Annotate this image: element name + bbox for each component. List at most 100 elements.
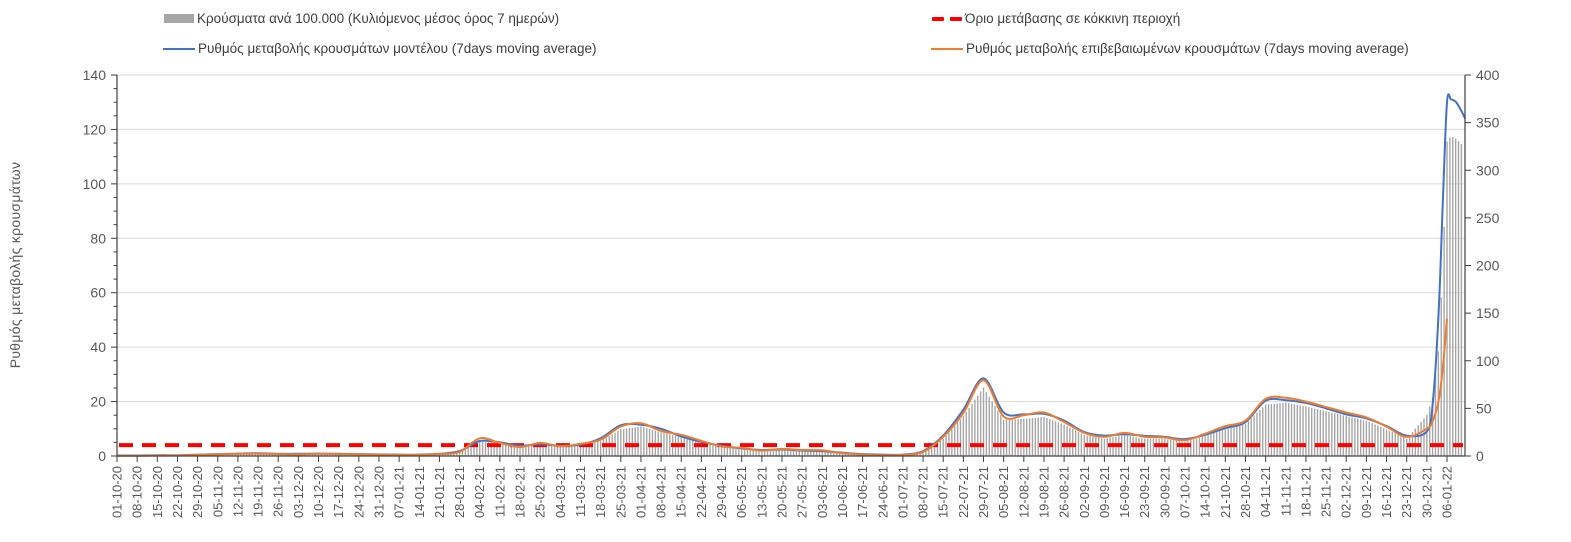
svg-text:20-05-21: 20-05-21 <box>775 466 790 518</box>
svg-text:350: 350 <box>1476 115 1500 131</box>
svg-text:16-09-21: 16-09-21 <box>1117 466 1132 518</box>
y-axis-title: Ρυθμός μεταβολής κρουσμάτων <box>7 161 23 369</box>
x-axis-ticks-labels: 01-10-20 08-10-20 15-10-20 22-10-20 29-10-20… <box>110 456 1455 518</box>
svg-text:13-05-21: 13-05-21 <box>754 466 769 518</box>
svg-text:50: 50 <box>1476 400 1492 416</box>
svg-text:29-04-21: 29-04-21 <box>714 466 729 518</box>
y-left-ticks-labels: 0 20 40 60 80 100 120 140 <box>83 67 117 464</box>
svg-text:80: 80 <box>90 230 106 246</box>
svg-text:26-11-20: 26-11-20 <box>271 466 286 517</box>
legend-item-model-line: Ρυθμός μεταβολής κρουσμάτων μοντέλου (7d… <box>163 40 597 57</box>
threshold-dash-swatch <box>932 16 962 21</box>
svg-text:12-11-20: 12-11-20 <box>230 466 245 517</box>
svg-text:08-04-21: 08-04-21 <box>654 466 669 518</box>
svg-text:06-05-21: 06-05-21 <box>734 466 749 518</box>
svg-text:02-12-21: 02-12-21 <box>1339 466 1354 518</box>
svg-text:250: 250 <box>1476 210 1500 226</box>
svg-text:18-02-21: 18-02-21 <box>513 466 528 518</box>
svg-text:25-11-21: 25-11-21 <box>1319 466 1334 517</box>
svg-text:14-01-21: 14-01-21 <box>412 466 427 518</box>
svg-text:200: 200 <box>1476 258 1500 274</box>
svg-text:25-02-21: 25-02-21 <box>533 466 548 518</box>
svg-text:27-05-21: 27-05-21 <box>795 466 810 518</box>
legend-item-cases-bars: Κρούσματα ανά 100.000 (Κυλιόμενος μέσος … <box>164 10 559 27</box>
svg-text:01-04-21: 01-04-21 <box>633 466 648 518</box>
svg-text:24-12-20: 24-12-20 <box>351 466 366 518</box>
svg-text:28-01-21: 28-01-21 <box>452 466 467 518</box>
svg-text:11-02-21: 11-02-21 <box>492 466 507 517</box>
legend-label-cases-bars: Κρούσματα ανά 100.000 (Κυλιόμενος μέσος … <box>197 11 560 26</box>
svg-text:100: 100 <box>83 176 107 192</box>
svg-text:12-08-21: 12-08-21 <box>1016 466 1031 518</box>
svg-text:01-07-21: 01-07-21 <box>895 466 910 518</box>
svg-text:40: 40 <box>90 339 106 355</box>
svg-text:29-10-20: 29-10-20 <box>190 466 205 518</box>
svg-text:400: 400 <box>1476 67 1500 83</box>
svg-text:0: 0 <box>98 448 106 464</box>
svg-text:14-10-21: 14-10-21 <box>1198 466 1213 518</box>
svg-text:05-11-20: 05-11-20 <box>210 466 225 517</box>
svg-text:01-10-20: 01-10-20 <box>110 466 125 518</box>
legend-item-confirmed-line: Ρυθμός μεταβολής επιβεβαιωμένων κρουσμάτ… <box>931 40 1409 57</box>
svg-text:19-08-21: 19-08-21 <box>1036 466 1051 518</box>
svg-text:04-11-21: 04-11-21 <box>1258 466 1273 517</box>
svg-text:05-08-21: 05-08-21 <box>996 466 1011 518</box>
svg-text:19-11-20: 19-11-20 <box>251 466 266 517</box>
svg-text:300: 300 <box>1476 162 1500 178</box>
legend-label-red-threshold: Όριο μετάβασης σε κόκκινη περιοχή <box>965 11 1181 26</box>
svg-text:20: 20 <box>90 394 106 410</box>
svg-text:22-04-21: 22-04-21 <box>694 466 709 518</box>
svg-text:30-12-21: 30-12-21 <box>1419 466 1434 518</box>
svg-text:18-11-21: 18-11-21 <box>1298 466 1313 517</box>
svg-text:23-12-21: 23-12-21 <box>1399 466 1414 518</box>
svg-text:09-09-21: 09-09-21 <box>1097 466 1112 518</box>
svg-text:60: 60 <box>90 285 106 301</box>
model-line-swatch <box>163 47 195 50</box>
svg-text:11-03-21: 11-03-21 <box>573 466 588 517</box>
confirmed-line <box>116 318 1448 457</box>
svg-text:08-07-21: 08-07-21 <box>916 466 931 518</box>
svg-text:24-06-21: 24-06-21 <box>875 466 890 518</box>
bar-series-swatch <box>164 14 194 23</box>
svg-text:03-12-20: 03-12-20 <box>291 466 306 518</box>
svg-text:25-03-21: 25-03-21 <box>613 466 628 518</box>
svg-text:29-07-21: 29-07-21 <box>976 466 991 518</box>
bars-series <box>165 136 1463 456</box>
confirmed-line-swatch <box>931 47 963 50</box>
svg-text:10-06-21: 10-06-21 <box>835 466 850 518</box>
svg-text:22-10-20: 22-10-20 <box>170 466 185 518</box>
svg-text:04-03-21: 04-03-21 <box>553 466 568 518</box>
svg-text:21-10-21: 21-10-21 <box>1218 466 1233 518</box>
axes <box>116 75 1466 457</box>
svg-text:15-07-21: 15-07-21 <box>936 466 951 518</box>
svg-text:10-12-20: 10-12-20 <box>311 466 326 518</box>
svg-text:15-04-21: 15-04-21 <box>674 466 689 518</box>
svg-text:16-12-21: 16-12-21 <box>1379 466 1394 518</box>
legend-label-model-line: Ρυθμός μεταβολής κρουσμάτων μοντέλου (7d… <box>198 41 597 56</box>
svg-text:23-09-21: 23-09-21 <box>1137 466 1152 518</box>
svg-text:07-10-21: 07-10-21 <box>1178 466 1193 518</box>
svg-text:22-07-21: 22-07-21 <box>956 466 971 518</box>
svg-text:120: 120 <box>83 121 107 137</box>
gridlines <box>117 74 1465 403</box>
svg-text:17-06-21: 17-06-21 <box>855 466 870 518</box>
svg-text:150: 150 <box>1476 305 1500 321</box>
svg-text:26-08-21: 26-08-21 <box>1057 466 1072 518</box>
svg-text:06-01-22: 06-01-22 <box>1440 466 1455 518</box>
svg-text:09-12-21: 09-12-21 <box>1359 466 1374 518</box>
svg-text:140: 140 <box>83 67 107 83</box>
svg-text:02-09-21: 02-09-21 <box>1077 466 1092 518</box>
legend-item-red-threshold: Όριο μετάβασης σε κόκκινη περιοχή <box>932 10 1180 27</box>
svg-text:30-09-21: 30-09-21 <box>1157 466 1172 518</box>
svg-text:17-12-20: 17-12-20 <box>331 466 346 518</box>
svg-text:0: 0 <box>1476 448 1484 464</box>
svg-text:08-10-20: 08-10-20 <box>130 466 145 518</box>
svg-text:04-02-21: 04-02-21 <box>472 466 487 518</box>
svg-text:03-06-21: 03-06-21 <box>815 466 830 518</box>
svg-text:07-01-21: 07-01-21 <box>392 466 407 518</box>
svg-text:15-10-20: 15-10-20 <box>150 466 165 518</box>
y-right-ticks-labels: 0 50 100 150 200 250 300 350 400 <box>1465 67 1500 464</box>
svg-text:21-01-21: 21-01-21 <box>432 466 447 518</box>
